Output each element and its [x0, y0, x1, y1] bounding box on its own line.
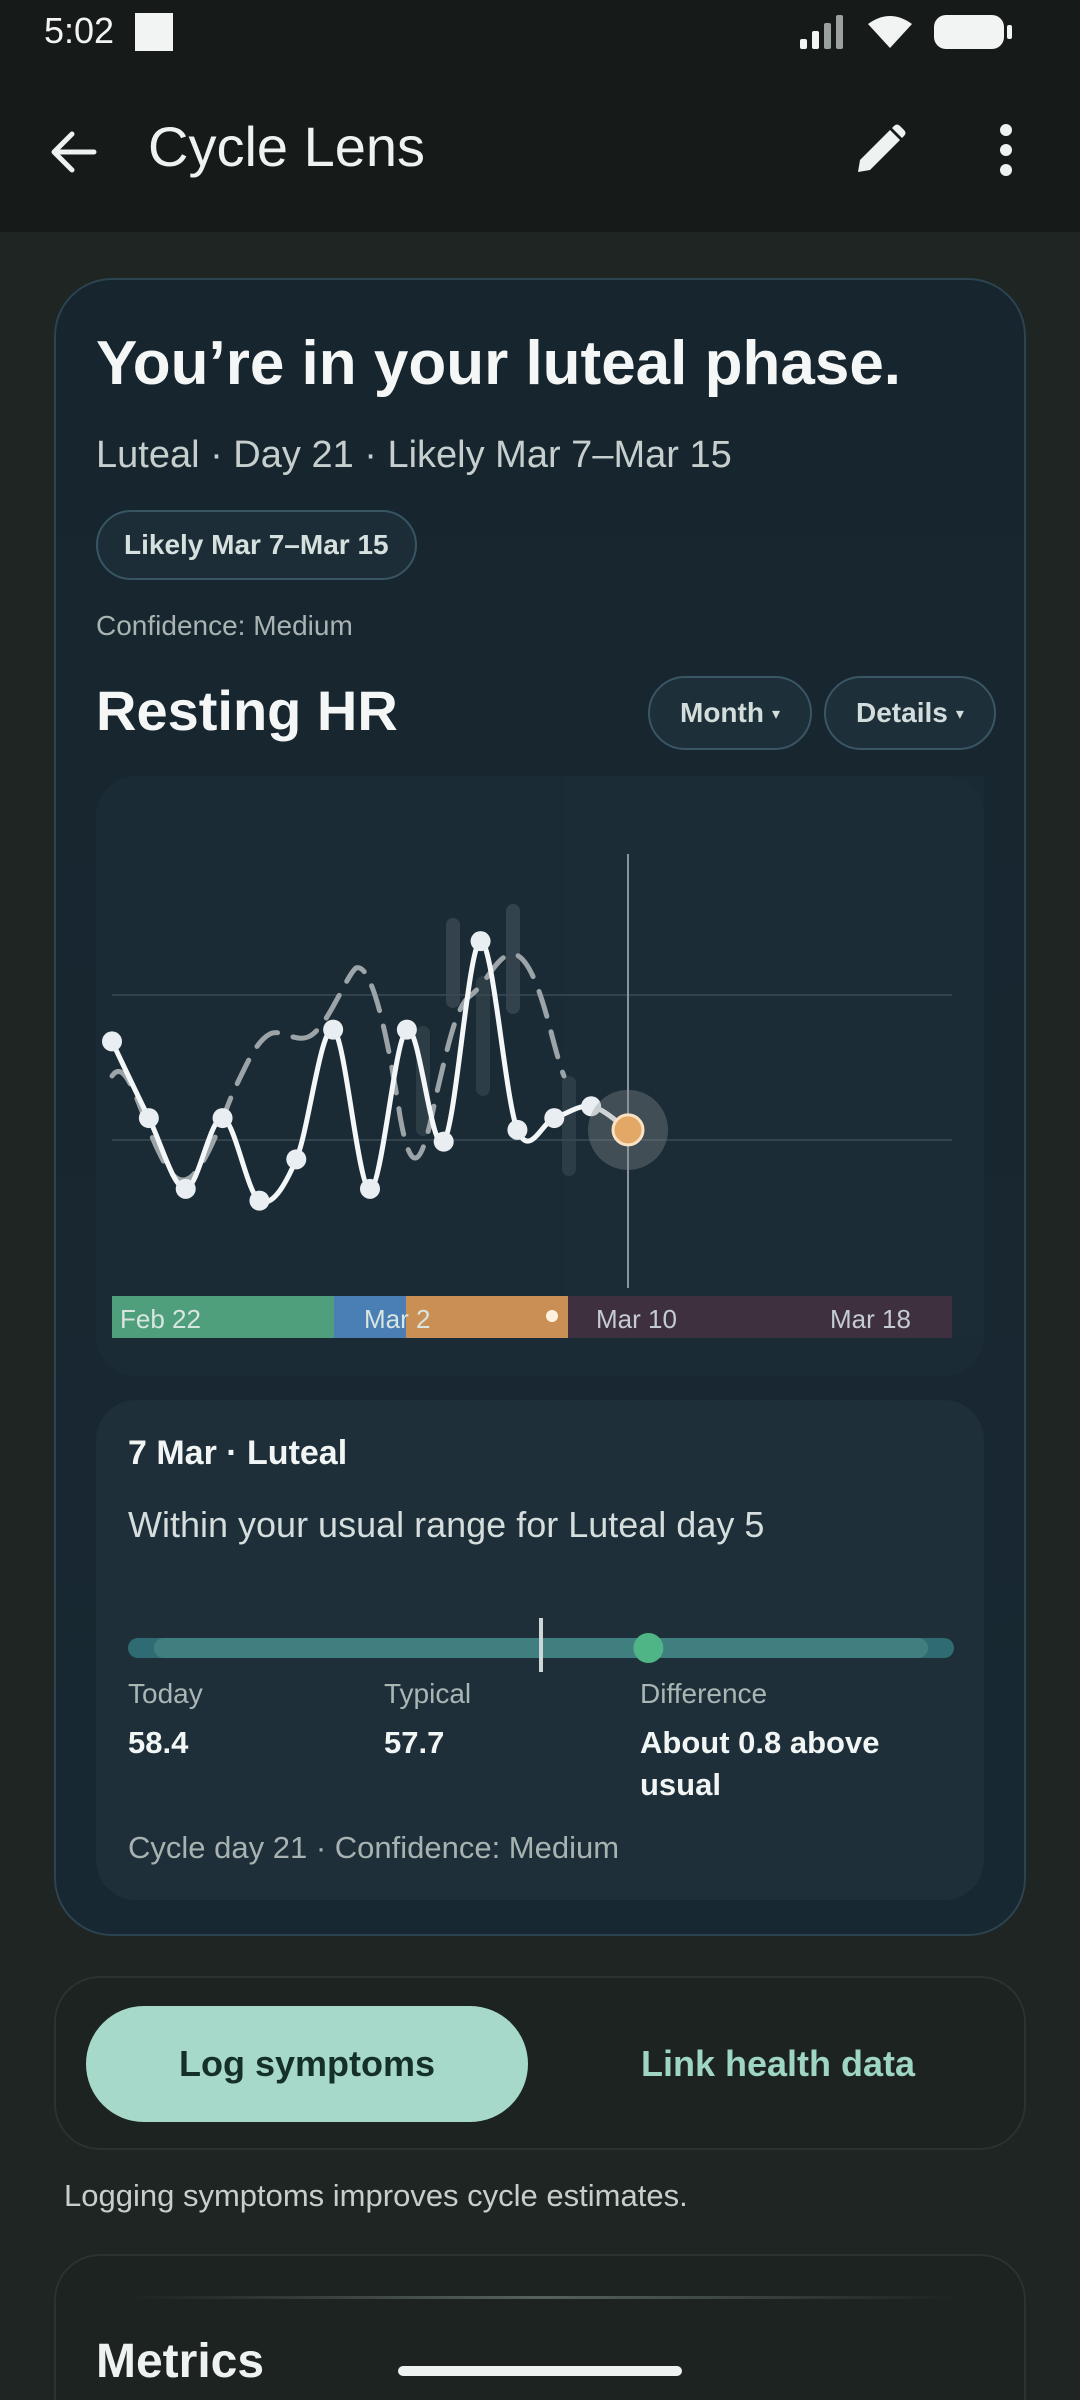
- log-symptoms-button[interactable]: Log symptoms: [86, 2006, 528, 2122]
- data-point[interactable]: [433, 1131, 454, 1152]
- details-dropdown[interactable]: Details ▾: [824, 676, 996, 750]
- range-band: [476, 976, 490, 1096]
- phase-band-segment[interactable]: [568, 1296, 952, 1338]
- phase-band-segment[interactable]: [112, 1296, 334, 1338]
- data-point[interactable]: [175, 1178, 196, 1199]
- phase-band-segment[interactable]: [334, 1296, 406, 1338]
- data-point[interactable]: [360, 1178, 380, 1199]
- data-point[interactable]: [102, 1031, 122, 1052]
- range-band: [562, 1076, 576, 1176]
- phase-headline: You’re in your luteal phase.: [96, 329, 902, 398]
- more-vert-icon[interactable]: [978, 120, 1034, 180]
- detail-date-phase: 7 Mar · Luteal: [128, 1434, 348, 1472]
- divider: [126, 2296, 958, 2299]
- wifi-icon: [868, 16, 912, 48]
- range-band: [446, 918, 460, 1008]
- resting-hr-chart[interactable]: Feb 22 Mar 2 Mar 10 Mar 18: [96, 776, 984, 1376]
- x-tick-label: Mar 18: [830, 1304, 911, 1334]
- details-dropdown-label: Details: [856, 697, 948, 728]
- period-dropdown[interactable]: Month ▾: [648, 676, 812, 750]
- data-point[interactable]: [249, 1190, 270, 1211]
- selected-point[interactable]: [611, 1113, 645, 1147]
- typical-label: Typical: [384, 1678, 472, 1709]
- x-tick-label: Mar 2: [364, 1304, 430, 1334]
- link-health-data-button[interactable]: Link health data: [640, 2043, 916, 2084]
- battery-icon: [934, 15, 1012, 49]
- series-line: [109, 938, 630, 1205]
- data-point[interactable]: [138, 1108, 159, 1129]
- data-point[interactable]: [286, 1149, 307, 1170]
- today-label: Today: [128, 1678, 203, 1709]
- app-bar: Cycle Lens: [0, 68, 1080, 232]
- typical-line: [109, 951, 567, 1183]
- data-point[interactable]: [396, 1019, 417, 1040]
- today-band-marker: [546, 1310, 558, 1322]
- confidence-label: Confidence: Medium: [96, 610, 353, 641]
- notification-icon: [135, 13, 173, 51]
- future-region: [564, 776, 984, 1336]
- app-title: Cycle Lens: [148, 115, 426, 178]
- data-point[interactable]: [507, 1119, 528, 1140]
- x-tick-label: Mar 10: [596, 1304, 677, 1334]
- range-band: [506, 904, 520, 1014]
- typical-value: 57.7: [384, 1725, 445, 1760]
- usual-range-bar: [128, 1618, 954, 1672]
- data-point[interactable]: [323, 1019, 344, 1040]
- metric-title: Resting HR: [96, 679, 398, 742]
- today-value: 58.4: [128, 1725, 189, 1760]
- phase-card: You’re in your luteal phase. Luteal · Da…: [54, 278, 1026, 1936]
- metrics-title: Metrics: [96, 2335, 265, 2388]
- data-point[interactable]: [470, 931, 491, 952]
- detail-footer: Cycle day 21 · Confidence: Medium: [128, 1830, 620, 1865]
- phase-band-group: [112, 1296, 952, 1338]
- series-group: [102, 931, 668, 1211]
- period-dropdown-label: Month: [680, 697, 764, 728]
- phase-band-segment[interactable]: [406, 1296, 568, 1338]
- likely-window-chip[interactable]: Likely Mar 7–Mar 15: [96, 510, 417, 580]
- status-icons: [800, 14, 1012, 50]
- difference-label: Difference: [640, 1678, 768, 1709]
- status-time: 5:02: [44, 10, 115, 51]
- x-tick-label: Feb 22: [120, 1304, 201, 1334]
- signal-icon: [800, 15, 843, 49]
- today-marker: [633, 1633, 664, 1663]
- chevron-down-icon: ▾: [955, 705, 964, 723]
- detail-status: Within your usual range for Luteal day 5: [128, 1504, 765, 1545]
- typical-marker: [539, 1618, 543, 1672]
- metrics-card: Metrics: [54, 2254, 1026, 2400]
- data-point[interactable]: [544, 1108, 565, 1129]
- edit-pencil-icon[interactable]: [852, 122, 908, 178]
- difference-value: About 0.8 above usual: [640, 1725, 880, 1802]
- data-point[interactable]: [212, 1108, 233, 1129]
- status-bar: 5:02: [0, 0, 1080, 68]
- home-indicator[interactable]: [398, 2366, 682, 2376]
- chart-canvas: Feb 22 Mar 2 Mar 10 Mar 18: [102, 776, 984, 1338]
- actions-card: Log symptoms Link health data: [54, 1976, 1026, 2150]
- data-point[interactable]: [581, 1096, 602, 1117]
- day-detail-panel: 7 Mar · Luteal Within your usual range f…: [96, 1400, 984, 1900]
- helper-text: Logging symptoms improves cycle estimate…: [64, 2178, 688, 2213]
- phase-subline: Luteal · Day 21 · Likely Mar 7–Mar 15: [96, 434, 732, 476]
- back-arrow-icon[interactable]: [46, 124, 102, 180]
- chevron-down-icon: ▾: [771, 705, 780, 723]
